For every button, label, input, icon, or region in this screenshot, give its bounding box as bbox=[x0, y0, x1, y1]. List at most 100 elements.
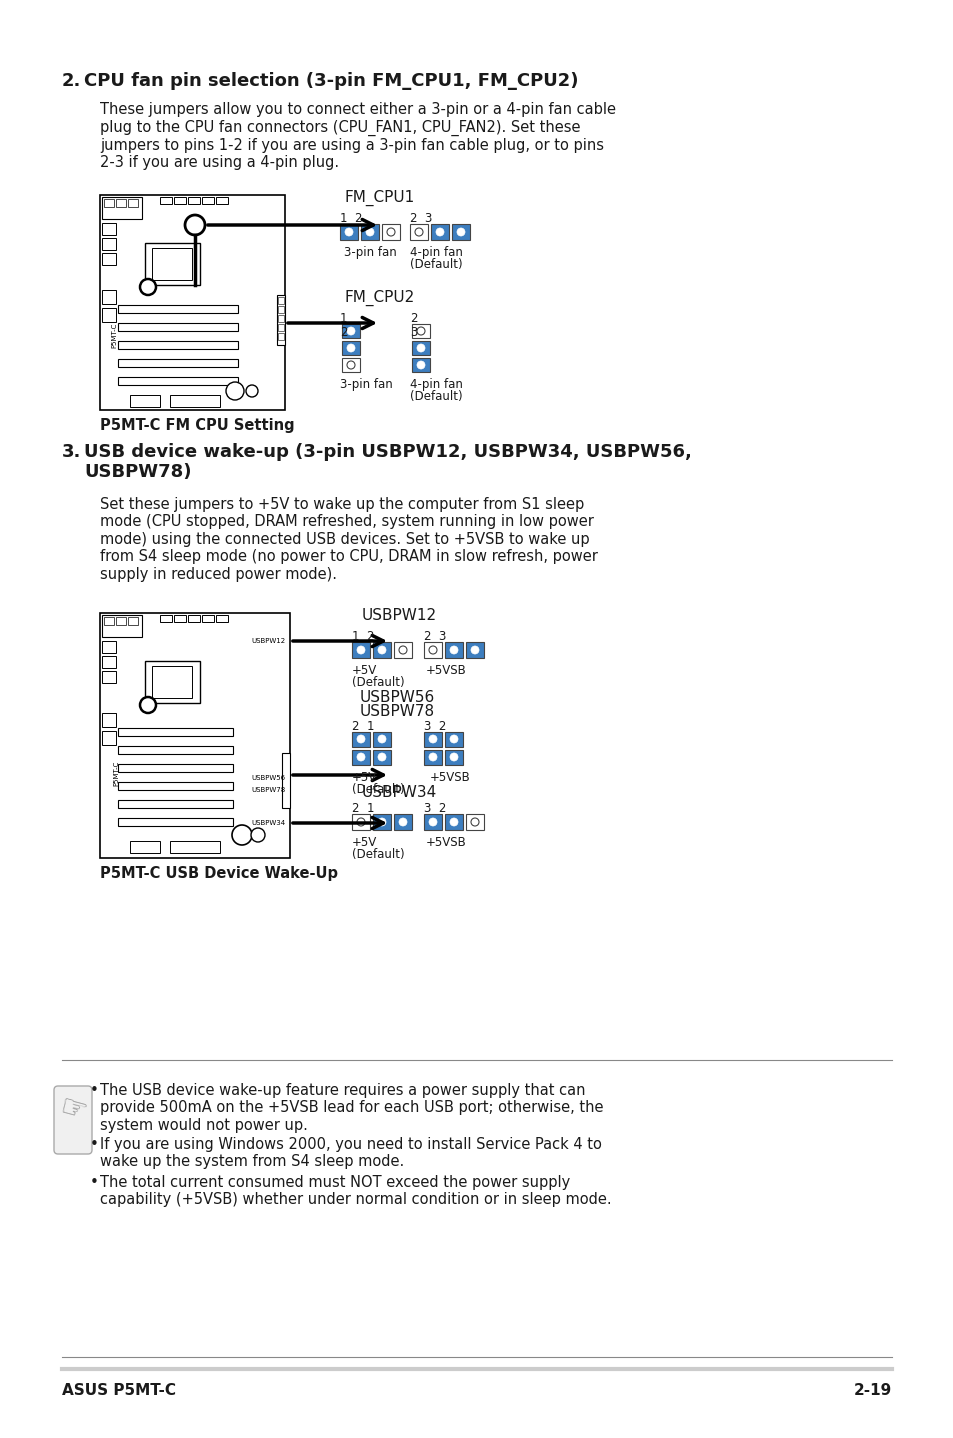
Circle shape bbox=[398, 646, 407, 654]
Bar bbox=[102, 656, 116, 669]
Bar bbox=[277, 334, 284, 339]
Circle shape bbox=[436, 229, 443, 236]
Bar bbox=[102, 641, 116, 653]
Text: USBPW78): USBPW78) bbox=[84, 463, 192, 480]
Bar bbox=[152, 247, 192, 280]
Bar bbox=[102, 290, 116, 303]
Bar bbox=[102, 731, 116, 745]
Bar bbox=[431, 224, 449, 240]
Bar bbox=[118, 818, 233, 825]
Bar bbox=[118, 324, 237, 331]
Text: 1: 1 bbox=[339, 312, 347, 325]
Text: 3  2: 3 2 bbox=[423, 720, 446, 733]
Text: The total current consumed must NOT exceed the power supply
capability (+5VSB) w: The total current consumed must NOT exce… bbox=[100, 1175, 611, 1208]
Circle shape bbox=[416, 326, 424, 335]
Bar bbox=[373, 814, 391, 830]
Text: 3-pin fan: 3-pin fan bbox=[344, 246, 396, 259]
Circle shape bbox=[450, 646, 457, 654]
Bar bbox=[102, 197, 142, 219]
Text: USBPW56: USBPW56 bbox=[359, 690, 435, 705]
Bar bbox=[373, 732, 391, 746]
Text: +5VSB: +5VSB bbox=[426, 835, 466, 848]
Bar bbox=[128, 198, 138, 207]
Bar bbox=[118, 377, 237, 385]
Bar bbox=[130, 841, 160, 853]
Circle shape bbox=[450, 754, 457, 761]
Text: CPU fan pin selection (3-pin FM_CPU1, FM_CPU2): CPU fan pin selection (3-pin FM_CPU1, FM… bbox=[84, 72, 578, 91]
Circle shape bbox=[377, 818, 386, 825]
Circle shape bbox=[232, 825, 252, 846]
Text: •: • bbox=[90, 1175, 99, 1191]
Circle shape bbox=[429, 754, 436, 761]
Bar bbox=[170, 395, 220, 407]
Bar bbox=[465, 641, 483, 659]
Bar bbox=[394, 641, 412, 659]
Bar bbox=[104, 198, 113, 207]
Bar bbox=[118, 746, 233, 754]
Bar bbox=[102, 672, 116, 683]
Bar bbox=[412, 341, 430, 355]
Bar bbox=[277, 315, 284, 322]
Bar bbox=[118, 782, 233, 789]
Bar bbox=[352, 751, 370, 765]
Text: 2: 2 bbox=[410, 312, 417, 325]
Text: Set these jumpers to +5V to wake up the computer from S1 sleep
mode (CPU stopped: Set these jumpers to +5V to wake up the … bbox=[100, 498, 598, 581]
Text: 2  3: 2 3 bbox=[423, 630, 446, 643]
Circle shape bbox=[471, 646, 478, 654]
Text: 2.: 2. bbox=[62, 72, 81, 91]
Circle shape bbox=[356, 735, 365, 743]
Bar bbox=[128, 617, 138, 626]
Bar bbox=[102, 713, 116, 728]
Bar bbox=[423, 751, 441, 765]
Text: (Default): (Default) bbox=[352, 676, 404, 689]
Bar bbox=[277, 298, 284, 303]
Circle shape bbox=[345, 229, 353, 236]
Text: ☞: ☞ bbox=[56, 1093, 90, 1127]
Bar bbox=[160, 615, 172, 623]
Bar bbox=[170, 841, 220, 853]
Text: FM_CPU2: FM_CPU2 bbox=[345, 290, 415, 306]
Text: +5VSB: +5VSB bbox=[426, 664, 466, 677]
Bar bbox=[412, 358, 430, 372]
Text: 2-19: 2-19 bbox=[853, 1383, 891, 1398]
Bar bbox=[202, 197, 213, 204]
Bar bbox=[423, 641, 441, 659]
Text: •: • bbox=[90, 1083, 99, 1099]
Text: (Default): (Default) bbox=[352, 784, 404, 797]
Bar bbox=[116, 617, 126, 626]
Bar bbox=[444, 732, 462, 746]
Text: P5MT-C USB Device Wake-Up: P5MT-C USB Device Wake-Up bbox=[100, 866, 337, 881]
Bar bbox=[104, 617, 113, 626]
Circle shape bbox=[356, 818, 365, 825]
Text: 2  1: 2 1 bbox=[352, 802, 375, 815]
Bar bbox=[444, 751, 462, 765]
Text: +5VSB: +5VSB bbox=[430, 771, 470, 784]
Text: 1  2: 1 2 bbox=[352, 630, 375, 643]
Bar bbox=[373, 641, 391, 659]
Text: USBPW34: USBPW34 bbox=[252, 820, 286, 825]
Text: If you are using Windows 2000, you need to install Service Pack 4 to
wake up the: If you are using Windows 2000, you need … bbox=[100, 1137, 601, 1169]
Text: +5V: +5V bbox=[352, 835, 376, 848]
Text: USB device wake-up (3-pin USBPW12, USBPW34, USBPW56,: USB device wake-up (3-pin USBPW12, USBPW… bbox=[84, 443, 691, 462]
Bar bbox=[188, 197, 200, 204]
Circle shape bbox=[347, 344, 355, 352]
Circle shape bbox=[456, 229, 464, 236]
Circle shape bbox=[347, 361, 355, 370]
Text: USBPW78: USBPW78 bbox=[359, 705, 435, 719]
Text: 3.: 3. bbox=[62, 443, 81, 462]
Text: 2  1: 2 1 bbox=[352, 720, 375, 733]
Bar bbox=[215, 615, 228, 623]
Bar bbox=[160, 197, 172, 204]
Bar bbox=[341, 324, 359, 338]
Text: 3-pin fan: 3-pin fan bbox=[339, 378, 393, 391]
Bar bbox=[352, 814, 370, 830]
Bar bbox=[373, 751, 391, 765]
Circle shape bbox=[415, 229, 422, 236]
Bar bbox=[130, 395, 160, 407]
Bar bbox=[352, 641, 370, 659]
Text: 3: 3 bbox=[410, 326, 416, 339]
Text: 3  2: 3 2 bbox=[423, 802, 446, 815]
Text: USBPW56: USBPW56 bbox=[252, 775, 286, 781]
Bar bbox=[102, 615, 142, 637]
Circle shape bbox=[377, 735, 386, 743]
